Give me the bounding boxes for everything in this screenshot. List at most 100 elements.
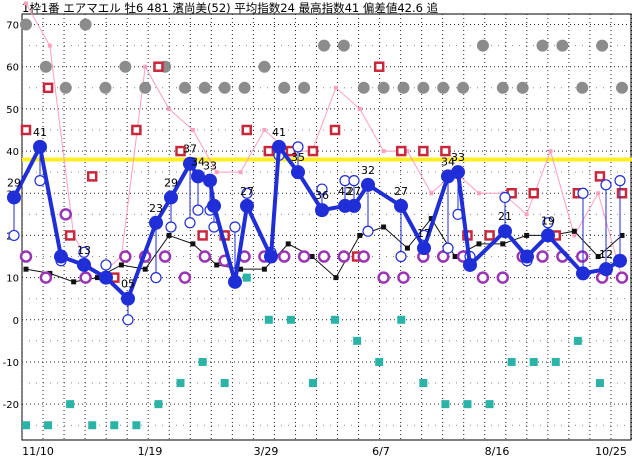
gray-series-point: [59, 81, 72, 94]
blue-hollow-point: [577, 187, 589, 199]
blue-hollow-point: [442, 242, 454, 254]
pink-series-point: [524, 212, 529, 217]
black-series-point: [476, 241, 482, 247]
black-series-point: [214, 262, 220, 268]
teal-series-point: [463, 400, 472, 409]
blue-hollow-point: [165, 221, 177, 233]
pink-series-point: [548, 149, 553, 154]
blue-hollow-point: [150, 272, 162, 284]
purple-series-point: [278, 250, 291, 263]
main-index-label: 17: [417, 227, 431, 240]
gray-series-point: [616, 81, 628, 94]
black-series-point: [571, 228, 577, 234]
pink-series-point: [357, 106, 362, 111]
teal-series-point: [308, 379, 317, 388]
teal-series-point: [154, 400, 163, 409]
blue-hollow-point: [292, 141, 304, 153]
main-index-point: [417, 241, 431, 256]
main-index-point: [54, 249, 68, 264]
purple-series-point: [39, 271, 53, 284]
teal-series-point: [242, 273, 251, 282]
gray-series-point: [596, 39, 609, 52]
blue-hollow-point: [241, 187, 253, 199]
red-series-point: [396, 145, 407, 157]
x-tick-label: 1/19: [138, 445, 163, 458]
black-series-point: [381, 224, 387, 230]
y-tick-label: -10: [3, 358, 19, 369]
y-tick-label: 0: [13, 316, 19, 327]
red-series-point: [484, 230, 495, 241]
gray-series-point: [437, 81, 450, 94]
purple-series-point: [79, 271, 92, 284]
gray-series-point: [476, 39, 489, 52]
gray-series-point: [397, 81, 410, 94]
main-index-point: [315, 203, 329, 218]
main-index-point: [291, 165, 305, 180]
blue-hollow-point: [362, 225, 374, 237]
red-series-point: [329, 124, 341, 136]
main-index-point: [599, 262, 613, 277]
black-series-point: [357, 232, 363, 238]
main-index-label: 23: [149, 202, 163, 215]
pink-series-point: [214, 170, 219, 175]
blue-hollow-point: [499, 191, 511, 204]
main-index-point: [451, 165, 465, 180]
purple-series-point: [337, 250, 351, 263]
teal-series-point: [551, 357, 560, 366]
teal-series-point: [375, 357, 384, 366]
main-index-point: [576, 266, 590, 281]
main-index-point: [33, 139, 47, 154]
main-index-point: [613, 253, 627, 268]
pink-series-point: [47, 43, 52, 48]
main-index-point: [7, 190, 21, 205]
blue-hollow-point: [8, 229, 20, 242]
black-series-point: [452, 254, 458, 260]
blue-hollow-point: [122, 314, 134, 326]
y-tick-label: 40: [6, 147, 19, 158]
teal-series-point: [66, 400, 75, 409]
black-series-point: [261, 266, 267, 272]
purple-series-point: [119, 250, 132, 263]
main-index-point: [77, 257, 91, 272]
purple-series-point: [198, 250, 212, 263]
red-series-point: [616, 188, 628, 199]
gray-series-point: [79, 18, 92, 31]
gray-series-point: [536, 39, 549, 52]
red-series-point: [20, 124, 32, 136]
x-tick-label: 11/10: [22, 445, 54, 458]
black-series-point: [595, 254, 601, 260]
main-index-label: 27: [347, 185, 361, 198]
teal-series-point: [485, 400, 494, 409]
main-index-point: [240, 198, 254, 213]
teal-series-point: [88, 421, 97, 430]
blue-hollow-point: [229, 221, 241, 233]
main-index-label: 41: [33, 126, 47, 139]
pink-series-point: [381, 149, 386, 154]
gray-series-point: [39, 60, 52, 73]
gray-series-point: [337, 39, 350, 52]
y-tick-label: 60: [6, 63, 19, 74]
black-series-line: [25, 217, 623, 283]
red-series-point: [263, 145, 275, 157]
purple-series-point: [357, 250, 370, 263]
red-series-point: [64, 230, 76, 241]
black-series-point: [71, 279, 77, 285]
red-series-point: [131, 124, 142, 136]
purple-series-point: [178, 271, 192, 284]
main-index-label: 35: [291, 151, 305, 164]
teal-series-point: [419, 379, 428, 388]
blue-hollow-point: [395, 250, 407, 263]
red-series-point: [197, 230, 208, 241]
purple-series-point: [317, 250, 331, 263]
gray-series-point: [496, 81, 509, 94]
pink-series-point: [476, 191, 481, 196]
pink-series-point: [333, 85, 338, 90]
teal-series-point: [44, 421, 53, 430]
gray-series-point: [417, 81, 430, 94]
pink-series-point: [596, 191, 601, 196]
pink-series-point: [167, 106, 172, 111]
gray-series-point: [516, 81, 529, 94]
purple-series-point: [615, 271, 629, 284]
main-index-label: 12: [599, 248, 613, 261]
